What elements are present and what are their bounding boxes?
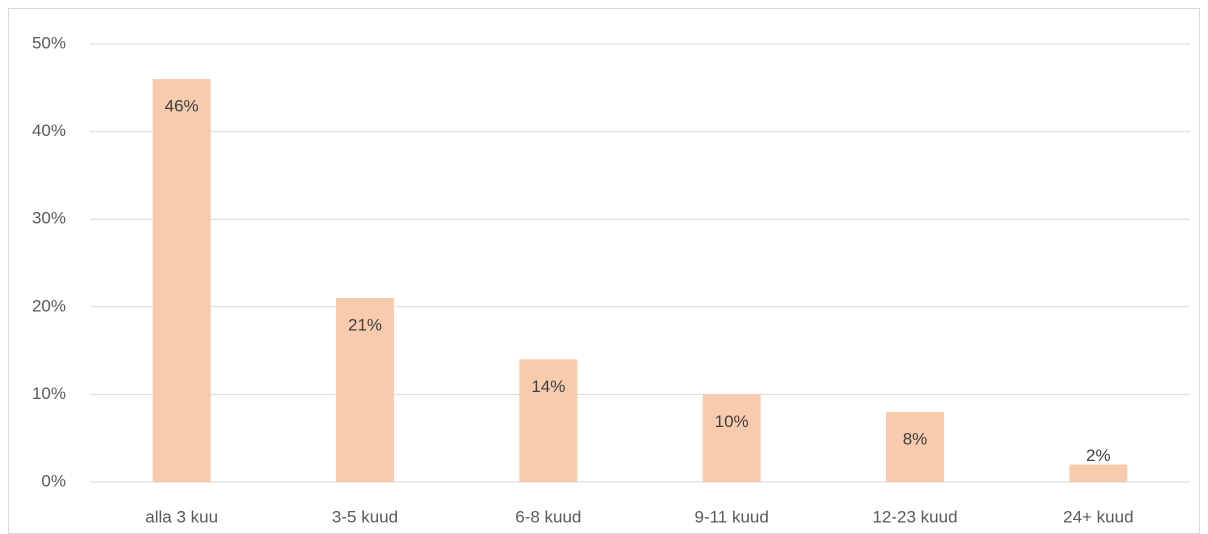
data-label: 46% [165, 97, 199, 116]
bar [336, 298, 394, 482]
bar [519, 359, 578, 482]
data-label: 21% [348, 316, 382, 335]
x-tick-label: 9-11 kuud [694, 507, 768, 526]
x-tick-label: 3-5 kuud [332, 507, 398, 526]
bar [152, 79, 211, 482]
y-tick-label: 30% [32, 209, 66, 228]
data-label: 2% [1086, 446, 1111, 465]
x-tick-label: 12-23 kuud [872, 507, 957, 526]
x-tick-label: alla 3 kuu [145, 507, 218, 526]
x-tick-label: 24+ kuud [1063, 507, 1133, 526]
y-tick-label: 50% [32, 33, 66, 52]
bar [702, 394, 761, 482]
bar [1069, 464, 1128, 482]
data-label: 10% [715, 412, 749, 431]
y-tick-label: 20% [32, 296, 66, 315]
data-label: 14% [531, 377, 565, 396]
x-tick-label: 6-8 kuud [515, 507, 581, 526]
y-tick-label: 0% [41, 471, 66, 490]
bar [886, 411, 944, 482]
data-label: 8% [903, 429, 928, 448]
y-tick-label: 40% [32, 121, 66, 140]
y-tick-label: 10% [32, 384, 66, 403]
